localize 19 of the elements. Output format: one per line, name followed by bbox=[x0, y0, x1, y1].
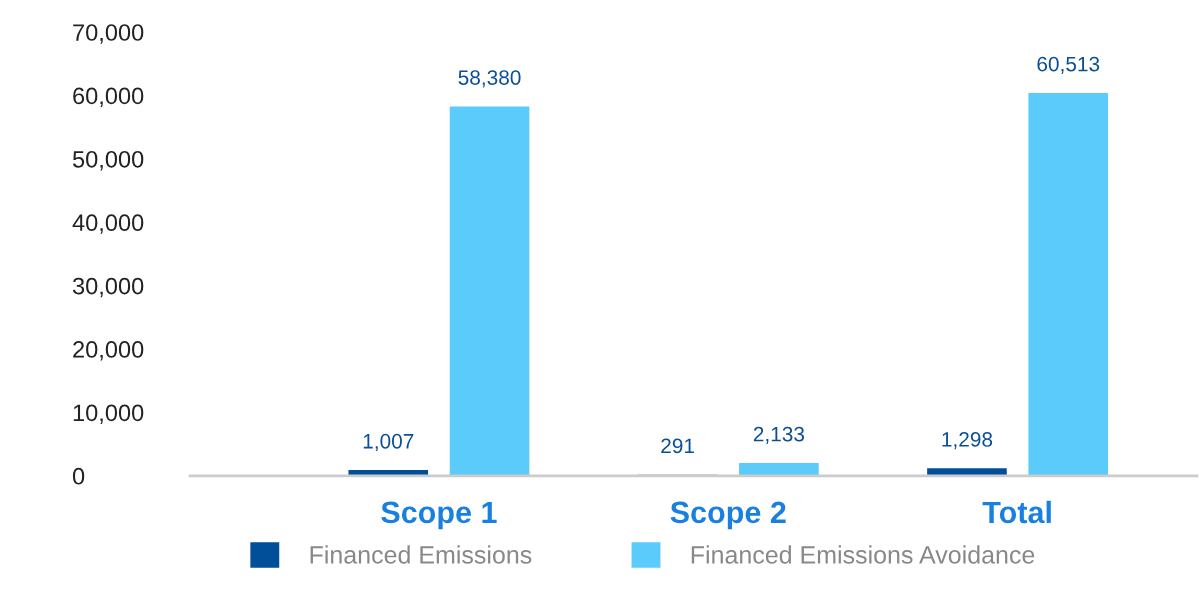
y-tick-label: 60,000 bbox=[73, 87, 144, 108]
y-tick-label: 20,000 bbox=[73, 341, 144, 361]
y-tick-label: 10,000 bbox=[73, 404, 144, 424]
legend-label: Financed Emissions bbox=[310, 545, 532, 564]
data-label: 1,007 bbox=[363, 433, 414, 452]
y-tick-label: 40,000 bbox=[72, 214, 144, 234]
legend-label: Financed Emissions Avoidance bbox=[691, 545, 1035, 564]
data-label: 58,380 bbox=[458, 70, 521, 88]
y-tick-label: 50,000 bbox=[72, 150, 144, 171]
x-tick-label: Total bbox=[982, 500, 1051, 524]
y-tick-label: 0 bbox=[72, 467, 85, 485]
x-tick-label: Scope 2 bbox=[670, 501, 786, 530]
data-label: 291 bbox=[661, 438, 694, 454]
data-label: 2,133 bbox=[753, 426, 805, 444]
y-tick-label: 70,000 bbox=[73, 24, 144, 44]
data-label: 1,298 bbox=[942, 432, 993, 450]
data-label: 60,513 bbox=[1037, 56, 1100, 74]
y-tick-label: 30,000 bbox=[72, 277, 144, 298]
x-tick-label: Scope 1 bbox=[381, 501, 497, 530]
